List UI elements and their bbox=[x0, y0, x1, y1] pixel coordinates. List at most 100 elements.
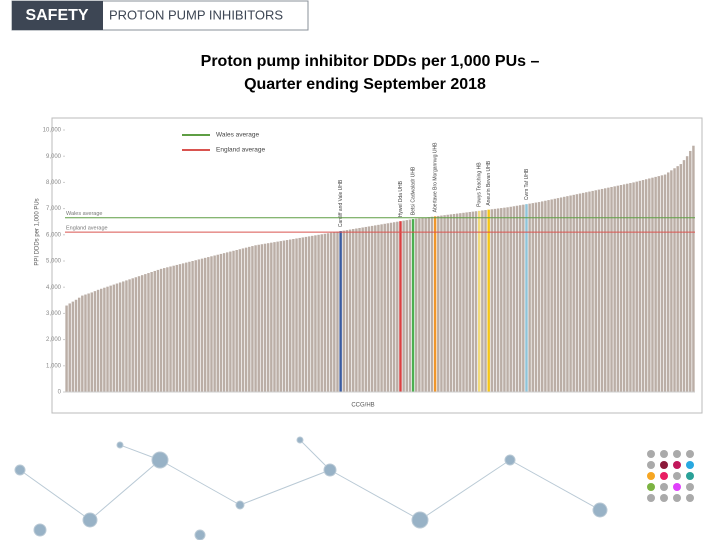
bar bbox=[87, 293, 90, 392]
bar bbox=[490, 209, 494, 392]
bar bbox=[667, 172, 670, 392]
bar bbox=[496, 208, 500, 392]
bar bbox=[125, 280, 128, 392]
bar-label: Betsi Cadwaladr UHB bbox=[410, 166, 416, 215]
bar bbox=[345, 230, 349, 392]
bar bbox=[131, 278, 134, 392]
bar bbox=[386, 223, 390, 392]
bar bbox=[317, 234, 320, 392]
bar bbox=[559, 197, 563, 392]
bar-label: Abertawe Bro Morgannwg UHB bbox=[432, 142, 438, 212]
bar bbox=[452, 213, 456, 392]
bar bbox=[478, 210, 481, 392]
bar bbox=[566, 196, 569, 392]
bar bbox=[493, 208, 497, 392]
bar bbox=[563, 196, 566, 392]
bar bbox=[93, 291, 97, 392]
bar bbox=[635, 181, 638, 392]
bar bbox=[298, 237, 301, 392]
bar bbox=[216, 254, 220, 392]
bar bbox=[166, 267, 169, 392]
network-decoration bbox=[14, 436, 608, 540]
y-tick-label: 5,000 bbox=[46, 259, 62, 265]
bar bbox=[238, 249, 242, 392]
y-tick-label: 0 bbox=[58, 390, 62, 396]
bar bbox=[455, 213, 459, 392]
bar bbox=[273, 242, 276, 392]
bar-label: Cwm Taf UHB bbox=[524, 168, 530, 200]
bar bbox=[244, 247, 248, 392]
bar bbox=[613, 186, 616, 392]
y-tick-label: 1,000 bbox=[46, 363, 62, 369]
bar bbox=[399, 221, 402, 392]
bar bbox=[591, 190, 594, 392]
bar bbox=[481, 210, 484, 392]
bar bbox=[213, 255, 216, 392]
bar bbox=[575, 194, 579, 392]
bar bbox=[219, 253, 223, 392]
bar bbox=[178, 264, 182, 392]
bar bbox=[383, 223, 386, 392]
bar bbox=[569, 195, 572, 392]
bar bbox=[68, 303, 71, 392]
bar bbox=[163, 268, 166, 392]
bar bbox=[115, 283, 119, 392]
bar bbox=[361, 227, 364, 392]
chart-title: Proton pump inhibitor DDDs per 1,000 PUs… bbox=[201, 53, 540, 70]
bar bbox=[188, 261, 191, 392]
bar bbox=[197, 259, 201, 392]
bar bbox=[544, 200, 547, 392]
bar bbox=[200, 258, 204, 392]
bar bbox=[122, 281, 125, 392]
bar bbox=[159, 268, 163, 392]
y-tick-label: 2,000 bbox=[46, 337, 62, 343]
bar bbox=[203, 257, 207, 392]
bar bbox=[323, 233, 327, 392]
bar bbox=[648, 178, 651, 392]
bar bbox=[547, 200, 550, 392]
bar bbox=[440, 215, 443, 392]
reference-label: England average bbox=[66, 226, 108, 232]
bar bbox=[685, 156, 689, 392]
bar bbox=[459, 213, 462, 392]
bar bbox=[597, 189, 601, 392]
y-tick-label: 3,000 bbox=[46, 311, 62, 317]
y-tick-label: 6,000 bbox=[46, 232, 62, 238]
bar bbox=[153, 270, 157, 392]
bar bbox=[622, 184, 626, 392]
bar bbox=[534, 202, 538, 392]
bar bbox=[629, 183, 632, 392]
bar bbox=[140, 275, 144, 392]
bar bbox=[175, 264, 179, 392]
bar bbox=[301, 237, 305, 392]
bar bbox=[266, 243, 270, 392]
y-tick-label: 10,000 bbox=[43, 128, 62, 134]
bar bbox=[408, 219, 412, 392]
bar bbox=[585, 192, 588, 392]
bar bbox=[84, 294, 87, 392]
bar bbox=[465, 212, 468, 392]
bar bbox=[96, 289, 100, 392]
header-tag: SAFETY bbox=[25, 7, 88, 24]
bar bbox=[289, 239, 292, 392]
header-topic: PROTON PUMP INHIBITORS bbox=[109, 7, 283, 22]
bar bbox=[484, 210, 487, 392]
bar bbox=[663, 174, 667, 392]
bar bbox=[181, 263, 185, 392]
bar bbox=[462, 212, 465, 392]
reference-label: Wales average bbox=[66, 211, 102, 217]
bar bbox=[572, 194, 575, 392]
y-axis-label: PPI DDDs per 1,000 PUs bbox=[35, 198, 41, 265]
bar bbox=[194, 260, 197, 392]
y-tick-label: 9,000 bbox=[46, 154, 62, 160]
bar bbox=[358, 227, 361, 392]
logo-dots bbox=[647, 450, 694, 502]
bar bbox=[251, 246, 254, 392]
bar bbox=[311, 235, 314, 392]
bar bbox=[581, 192, 585, 392]
bar bbox=[339, 231, 342, 392]
bar bbox=[405, 220, 409, 392]
bar bbox=[676, 166, 679, 392]
bar bbox=[500, 208, 503, 392]
bar bbox=[509, 206, 512, 392]
